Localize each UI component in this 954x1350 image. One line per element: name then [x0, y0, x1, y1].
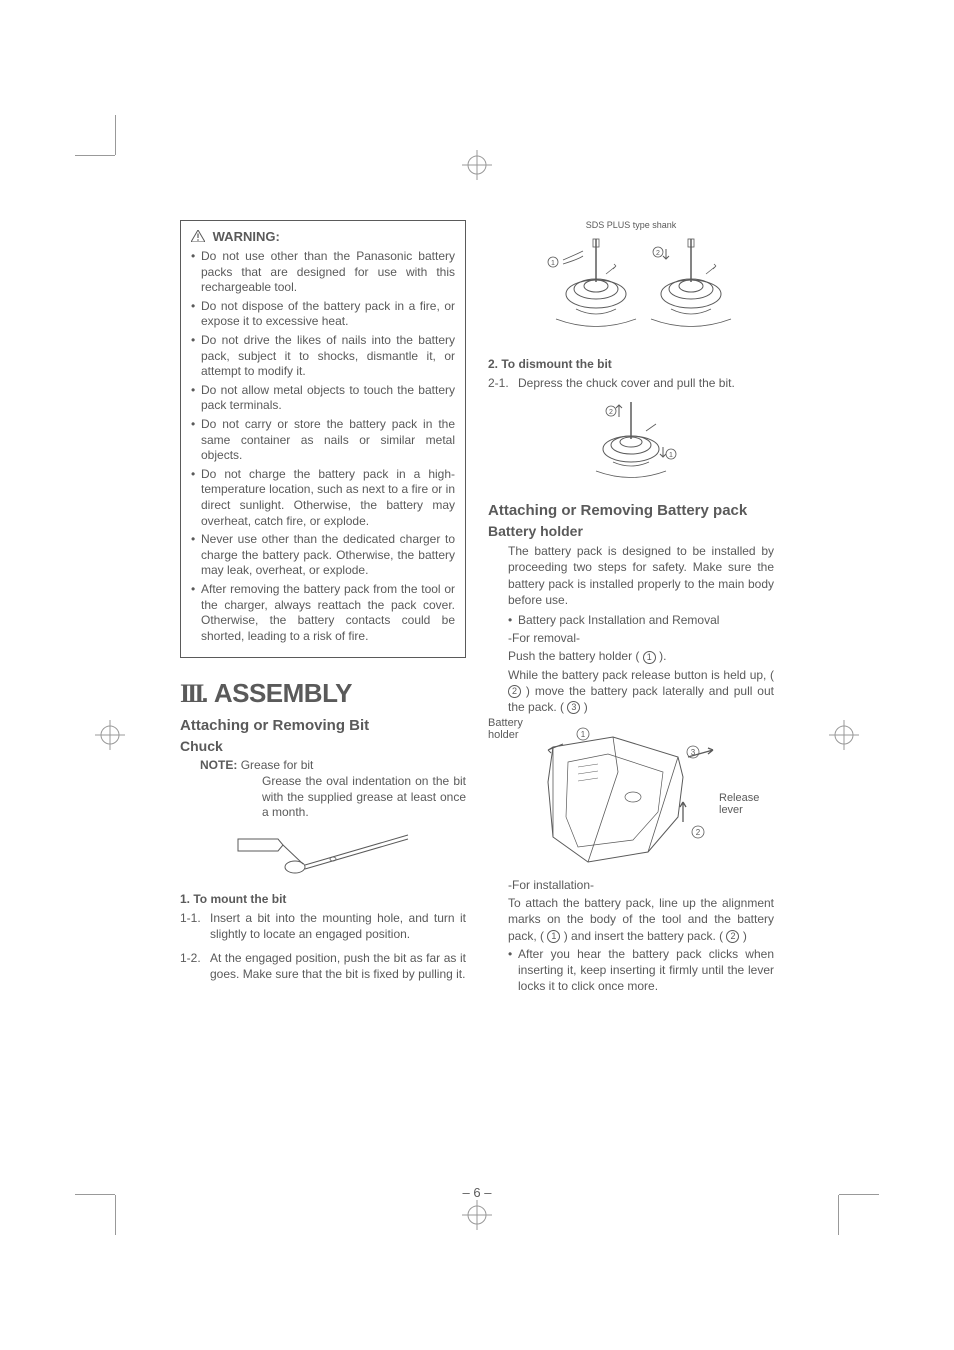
- step-num: 1-2.: [180, 950, 210, 982]
- register-mark: [95, 720, 125, 750]
- step-num: 2-1.: [488, 375, 518, 391]
- left-column: WARNING: Do not use other than the Panas…: [180, 220, 466, 996]
- battery-bullet: Battery pack Installation and Removal: [488, 612, 774, 628]
- dismount-title: 2. To dismount the bit: [488, 357, 774, 371]
- step-num: 1-1.: [180, 910, 210, 942]
- battery-intro: The battery pack is designed to be in­st…: [488, 543, 774, 608]
- warning-item: Do not use other than the Panasonic batt…: [191, 249, 455, 296]
- grease-diagram: [180, 829, 466, 884]
- svg-text:2: 2: [696, 828, 701, 837]
- section-title: III. ASSEMBLY: [180, 678, 466, 709]
- right-column: SDS PLUS type shank 1: [488, 220, 774, 996]
- dismount-step: 2-1. Depress the chuck cover and pull th…: [488, 375, 774, 391]
- battery-holder-title: Battery holder: [488, 523, 774, 539]
- warning-icon: [191, 230, 205, 245]
- page-number: – 6 –: [463, 1185, 492, 1200]
- mount-step: 1-1. Insert a bit into the mounting hole…: [180, 910, 466, 942]
- warning-item: After removing the battery pack from the…: [191, 582, 455, 644]
- install-bullet: After you hear the battery pack clicks w…: [488, 946, 774, 995]
- note-body: Grease the oval indentation on the bit w…: [200, 774, 466, 821]
- step-text: Depress the chuck cover and pull the bit…: [518, 375, 774, 391]
- removal-step: While the battery pack release button is…: [488, 667, 774, 716]
- register-mark: [829, 720, 859, 750]
- page-content: WARNING: Do not use other than the Panas…: [180, 220, 774, 1170]
- warning-box: WARNING: Do not use other than the Panas…: [180, 220, 466, 658]
- warning-item: Do not charge the battery pack in a high…: [191, 467, 455, 529]
- warning-list: Do not use other than the Panasonic batt…: [191, 249, 455, 644]
- warning-item: Do not drive the likes of nails into the…: [191, 333, 455, 380]
- warning-item: Never use other than the dedicated charg…: [191, 532, 455, 579]
- note-block: NOTE: Grease for bit Grease the oval ind…: [180, 758, 466, 820]
- register-mark: [462, 1200, 492, 1230]
- warning-label: WARNING:: [213, 229, 280, 244]
- mount-step: 1-2. At the engaged position, push the b…: [180, 950, 466, 982]
- battery-title: Attaching or Removing Bat­tery pack: [488, 502, 774, 519]
- battery-diagram-block: Battery holder 1 3 2: [488, 717, 774, 877]
- bit-title: Attaching or Removing Bit: [180, 717, 466, 734]
- svg-text:1: 1: [669, 452, 673, 459]
- note-label: NOTE:: [200, 758, 237, 772]
- release-lever-label: Release lever: [719, 792, 774, 816]
- warning-title: WARNING:: [191, 229, 455, 245]
- mount-diagram: 1 2: [488, 234, 774, 349]
- svg-text:2: 2: [656, 250, 660, 257]
- section-name: ASSEMBLY: [214, 678, 352, 708]
- mount-title: 1. To mount the bit: [180, 892, 466, 906]
- roman-numeral: III: [180, 679, 201, 709]
- svg-text:1: 1: [551, 260, 555, 267]
- svg-text:2: 2: [609, 409, 613, 416]
- register-mark: [462, 150, 492, 180]
- warning-item: Do not allow metal objects to touch the …: [191, 383, 455, 414]
- install-header: -For installation-: [488, 877, 774, 893]
- step-text: Insert a bit into the mounting hole, and…: [210, 910, 466, 942]
- note-title: Grease for bit: [241, 758, 314, 772]
- step-text: At the engaged position, push the bit as…: [210, 950, 466, 982]
- battery-holder-label: Battery holder: [488, 717, 538, 741]
- svg-text:1: 1: [581, 730, 586, 739]
- removal-header: -For removal-: [488, 630, 774, 646]
- dismount-diagram: 2 1: [488, 399, 774, 494]
- battery-diagram: 1 3 2: [538, 722, 738, 875]
- install-text: To attach the battery pack, line up the …: [488, 895, 774, 944]
- warning-item: Do not dispose of the battery pack in a …: [191, 299, 455, 330]
- warning-item: Do not carry or store the battery pack i…: [191, 417, 455, 464]
- sds-label: SDS PLUS type shank: [488, 220, 774, 230]
- chuck-title: Chuck: [180, 738, 466, 754]
- removal-step: Push the battery holder ( 1 ).: [488, 648, 774, 664]
